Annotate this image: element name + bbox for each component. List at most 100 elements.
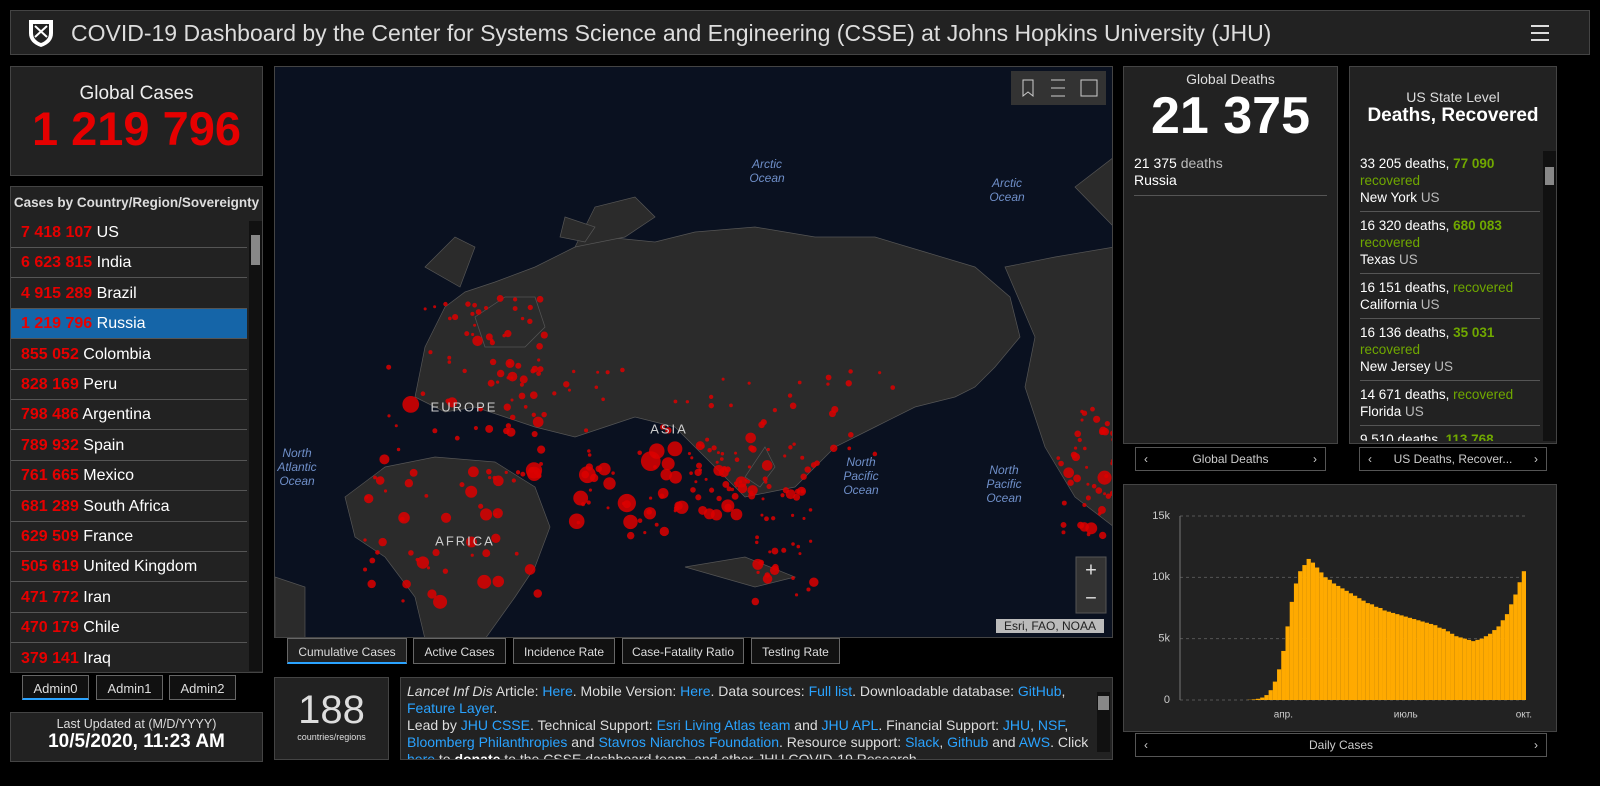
scrollbar[interactable] bbox=[249, 221, 262, 671]
country-row[interactable]: 798 486 Argentina bbox=[11, 400, 247, 431]
attribution: Esri, FAO, NOAA bbox=[1004, 619, 1096, 633]
bar bbox=[1445, 631, 1451, 700]
case-dot bbox=[687, 451, 692, 456]
case-dot bbox=[596, 370, 600, 374]
case-dot bbox=[386, 364, 392, 370]
bar bbox=[1407, 617, 1413, 700]
case-dot bbox=[1074, 430, 1082, 438]
case-dot bbox=[515, 470, 521, 475]
scrollbar[interactable] bbox=[1543, 151, 1556, 441]
admin-tab[interactable]: Admin0 bbox=[22, 675, 89, 700]
link[interactable]: Esri Living Atlas team bbox=[656, 717, 791, 733]
case-dot bbox=[707, 448, 712, 453]
label: US State Level bbox=[1406, 89, 1500, 105]
bar bbox=[1272, 681, 1278, 700]
grid-button[interactable] bbox=[1080, 79, 1098, 97]
text: and bbox=[790, 717, 822, 733]
country-row[interactable]: 379 141 Iraq bbox=[11, 644, 247, 672]
case-dot bbox=[748, 492, 756, 500]
rows: 7 418 107 US 6 623 815 India 4 915 289 Bra… bbox=[11, 218, 249, 672]
case-dot bbox=[482, 549, 491, 558]
link[interactable]: Here bbox=[542, 683, 573, 699]
case-dot bbox=[845, 380, 852, 387]
admin-tab[interactable]: Admin2 bbox=[169, 675, 236, 700]
link[interactable]: JHU CSSE bbox=[460, 717, 530, 733]
case-dot bbox=[1085, 495, 1091, 501]
case-dot bbox=[751, 597, 760, 606]
case-dot bbox=[690, 456, 694, 460]
cases: 7 418 107 bbox=[21, 224, 93, 241]
country-row[interactable]: 629 509 France bbox=[11, 522, 247, 552]
scrollbar[interactable] bbox=[1097, 692, 1110, 752]
case-dot bbox=[1073, 474, 1081, 483]
link[interactable]: Feature Layer bbox=[407, 700, 494, 716]
link[interactable]: Github bbox=[947, 734, 989, 750]
case-dot bbox=[512, 306, 518, 311]
zoom-in[interactable]: + bbox=[1085, 559, 1097, 581]
case-dot bbox=[669, 470, 682, 484]
map-tab[interactable]: Case-Fatality Ratio bbox=[622, 638, 744, 664]
case-dot bbox=[673, 399, 678, 404]
country-row[interactable]: 789 932 Spain bbox=[11, 431, 247, 461]
case-dot bbox=[694, 480, 698, 484]
country-row[interactable]: 505 619 United Kingdom bbox=[11, 552, 247, 583]
link[interactable]: AWS bbox=[1018, 734, 1051, 750]
case-dot bbox=[573, 490, 589, 506]
case-dot bbox=[432, 548, 440, 557]
link[interactable]: Full list bbox=[808, 683, 853, 699]
map-tab[interactable]: Active Cases bbox=[413, 638, 506, 664]
country-row[interactable]: 7 418 107 US bbox=[11, 218, 247, 248]
country-row[interactable]: 855 052 Colombia bbox=[11, 340, 247, 370]
menu-button[interactable] bbox=[1529, 23, 1551, 43]
bar bbox=[1479, 638, 1484, 700]
link[interactable]: Bloomberg Philanthropies bbox=[407, 734, 568, 750]
country-row[interactable]: 4 915 289 Brazil bbox=[11, 279, 247, 309]
recovered: 680 083 bbox=[1453, 218, 1502, 233]
bar bbox=[1492, 630, 1497, 700]
map-label: Pacific bbox=[986, 477, 1021, 491]
map-tab[interactable]: Testing Rate bbox=[751, 638, 840, 664]
list-button[interactable] bbox=[1051, 79, 1065, 97]
link[interactable]: JHU APL bbox=[821, 717, 879, 733]
country-row[interactable]: 681 289 South Africa bbox=[11, 492, 247, 522]
link[interactable]: here bbox=[407, 751, 436, 760]
country-row[interactable]: 828 169 Peru bbox=[11, 370, 247, 400]
case-dot bbox=[720, 451, 725, 456]
country: Peru bbox=[83, 376, 118, 393]
value: 1 219 796 bbox=[31, 102, 242, 155]
country: Chile bbox=[83, 619, 120, 637]
link[interactable]: GitHub bbox=[1017, 683, 1062, 699]
case-dot bbox=[504, 330, 512, 338]
info: Lancet Inf Dis Article: Here. Mobile Ver… bbox=[400, 677, 1113, 760]
case-dot bbox=[1063, 467, 1075, 479]
bookmark-button[interactable] bbox=[1022, 79, 1034, 98]
map-label: Atlantic bbox=[276, 460, 316, 474]
cases: 1 219 796 bbox=[21, 315, 93, 333]
x-tick-label: июль bbox=[1394, 710, 1418, 721]
chart-nav[interactable]: ‹ Daily Cases › bbox=[1135, 733, 1547, 757]
map-tab[interactable]: Incidence Rate bbox=[513, 638, 615, 664]
link[interactable]: Here bbox=[680, 683, 711, 699]
bar bbox=[1336, 585, 1341, 700]
cases: 761 665 bbox=[21, 467, 79, 485]
link[interactable]: NSF bbox=[1037, 717, 1065, 733]
zoom-out[interactable]: − bbox=[1085, 587, 1097, 609]
bar bbox=[1361, 600, 1366, 700]
admin-tab[interactable]: Admin1 bbox=[96, 675, 163, 700]
country-row[interactable]: 6 623 815 India bbox=[11, 248, 247, 279]
deaths-nav[interactable]: ‹ Global Deaths › bbox=[1135, 447, 1326, 471]
country-row[interactable]: 470 179 Chile bbox=[11, 613, 247, 644]
case-dot bbox=[394, 424, 398, 428]
link[interactable]: Slack bbox=[905, 734, 940, 750]
country-row[interactable]: 1 219 796 Russia bbox=[11, 309, 247, 340]
us-nav[interactable]: ‹ US Deaths, Recover... › bbox=[1359, 447, 1547, 471]
country-row[interactable]: 471 772 Iran bbox=[11, 583, 247, 613]
map-label: North bbox=[282, 446, 312, 460]
case-dot bbox=[637, 518, 643, 524]
link[interactable]: Stavros Niarchos Foundation bbox=[598, 734, 780, 750]
link[interactable]: JHU bbox=[1002, 717, 1031, 733]
country-row[interactable]: 761 665 Mexico bbox=[11, 461, 247, 492]
cases: 6 623 815 bbox=[21, 254, 93, 272]
map-tab[interactable]: Cumulative Cases bbox=[287, 638, 407, 664]
